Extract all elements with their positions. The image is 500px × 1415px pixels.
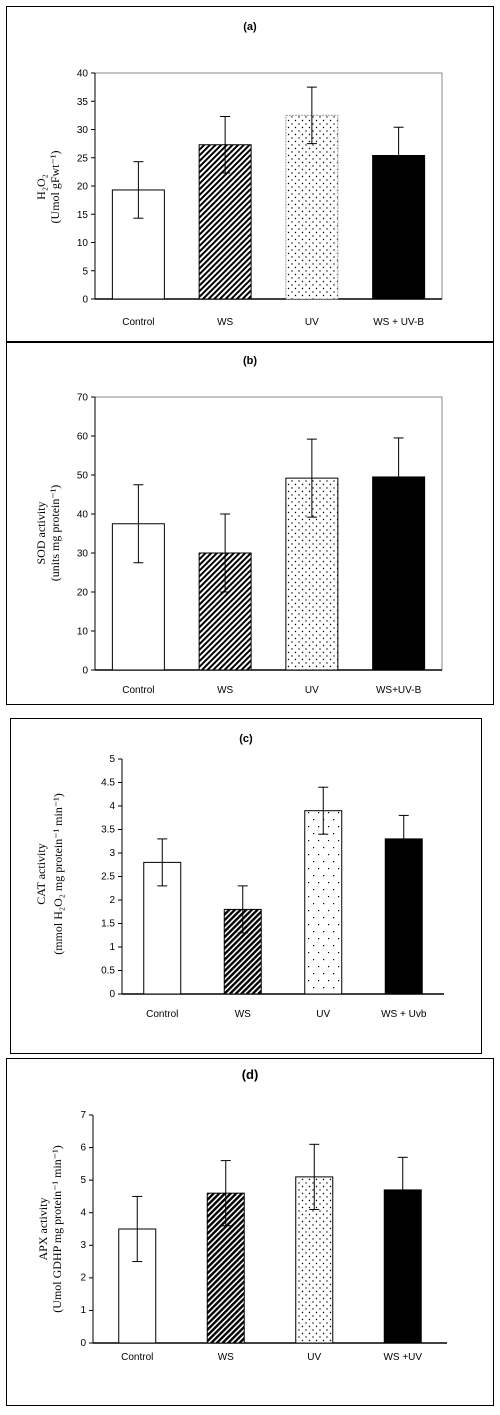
y-tick-label: 20: [77, 182, 89, 193]
y-tick-label: 1.5: [101, 919, 115, 930]
category-label: Control: [146, 1009, 178, 1020]
y-axis-label: CAT activity (mmol H₂O₂ mg protein⁻¹ min⁻…: [34, 793, 65, 955]
y-tick-label: 15: [77, 210, 89, 221]
category-label: WS + Uvb: [381, 1009, 427, 1020]
y-tick-label: 2: [109, 895, 115, 906]
y-tick-label: 0: [80, 1338, 86, 1349]
chart-d-svg: 0 1 2 3 4 5 6 7 Control WS UV WS +UV APX activity (Um…: [36, 1110, 447, 1363]
y-tick-label: 70: [77, 393, 89, 404]
y-tick-label: 35: [77, 97, 89, 108]
y-tick-label: 20: [77, 588, 89, 599]
y-axis-label: H₂O₂ (Umol gFwt⁻¹): [34, 151, 62, 224]
bar: [304, 810, 343, 995]
bar: [384, 838, 423, 995]
panel-label: (d): [241, 1067, 259, 1082]
y-tick-label: 30: [77, 125, 89, 136]
category-label: Control: [122, 317, 154, 328]
category-label: WS: [217, 685, 233, 696]
category-label: UV: [305, 317, 319, 328]
category-label: UV: [316, 1009, 330, 1020]
panel-label: (b): [242, 355, 258, 367]
category-label: WS +UV: [383, 1352, 422, 1363]
y-tick-label: 0: [82, 295, 88, 306]
y-tick-label: 10: [77, 238, 89, 249]
y-axis-label-unit: (mmol H₂O₂ mg protein⁻¹ min⁻¹): [51, 793, 65, 955]
category-label: WS + UV-B: [373, 317, 424, 328]
y-tick-label: 3: [109, 848, 115, 859]
y-tick-label: 3.5: [101, 825, 115, 836]
y-tick-label: 4.5: [101, 778, 115, 789]
y-axis-label-main: H₂O₂: [34, 174, 48, 200]
category-label: WS: [218, 1352, 234, 1363]
y-tick-label: 40: [77, 69, 89, 80]
y-tick-label: 2.5: [101, 872, 115, 883]
y-axis-label-unit: (Umol gFwt⁻¹): [48, 151, 62, 224]
chart-panel-d: (d) 0 1 2 3 4 5 6 7 Control WS UV WS +UV APX activit…: [6, 1058, 494, 1406]
chart-panel-a: (a) 0 5 10 15 20 25 30 35 40 Control WS UV WS + UV-B…: [6, 6, 494, 342]
panel-label: (c): [239, 733, 253, 745]
y-tick-label: 5: [82, 266, 88, 277]
y-axis-label-main: APX activity: [36, 1198, 50, 1261]
y-tick-label: 10: [77, 627, 89, 638]
y-tick-label: 4: [109, 801, 115, 812]
y-tick-label: 5: [80, 1175, 86, 1186]
panel-label: (a): [243, 21, 257, 33]
category-label: WS: [217, 317, 233, 328]
chart-panel-b: (b) 0 10 20 30 40 50 60 70 Control WS UV WS+UV-B SOD…: [6, 342, 494, 705]
y-tick-label: 7: [80, 1110, 86, 1121]
y-axis-label-main: SOD activity: [34, 502, 48, 565]
y-tick-label: 60: [77, 432, 89, 443]
bar: [285, 114, 339, 300]
y-tick-label: 30: [77, 549, 89, 560]
y-tick-label: 2: [80, 1273, 86, 1284]
y-axis-label: SOD activity (units mg protein⁻¹): [34, 485, 62, 582]
category-label: UV: [307, 1352, 321, 1363]
y-tick-label: 3: [80, 1240, 86, 1251]
chart-b-svg: 0 10 20 30 40 50 60 70 Control WS UV WS+UV-B SOD act…: [34, 393, 443, 696]
chart-panel-c: (c) 0 0.5 1 1.5 2 2.5 3 3.5 4 4.5 5 Control WS UV WS +…: [10, 718, 482, 1054]
y-axis-label-main: CAT activity: [34, 843, 48, 904]
y-tick-label: 50: [77, 471, 89, 482]
y-tick-label: 25: [77, 153, 89, 164]
category-label: Control: [122, 685, 154, 696]
y-tick-label: 0.5: [101, 966, 115, 977]
y-axis-label-unit: (units mg protein⁻¹): [48, 485, 62, 582]
chart-a-svg: 0 5 10 15 20 25 30 35 40 Control WS UV WS + UV-B H₂O₂…: [34, 69, 443, 328]
y-tick-label: 0: [109, 989, 115, 1000]
y-tick-label: 5: [109, 754, 115, 765]
chart-c-svg: 0 0.5 1 1.5 2 2.5 3 3.5 4 4.5 5 Control WS UV WS + Uvb…: [34, 754, 444, 1020]
y-tick-label: 1: [80, 1305, 86, 1316]
y-tick-label: 4: [80, 1208, 86, 1219]
y-tick-label: 6: [80, 1142, 86, 1153]
y-tick-label: 40: [77, 510, 89, 521]
category-label: WS: [235, 1009, 251, 1020]
y-axis-label: APX activity (Umol GDHP mg protein⁻¹ min⁻…: [36, 1145, 64, 1312]
y-tick-label: 1: [109, 942, 115, 953]
category-label: Control: [121, 1352, 153, 1363]
y-tick-label: 0: [82, 666, 88, 677]
category-label: WS+UV-B: [376, 685, 422, 696]
category-label: UV: [305, 685, 319, 696]
y-axis-label-unit: (Umol GDHP mg protein⁻¹ min⁻¹): [50, 1145, 64, 1312]
